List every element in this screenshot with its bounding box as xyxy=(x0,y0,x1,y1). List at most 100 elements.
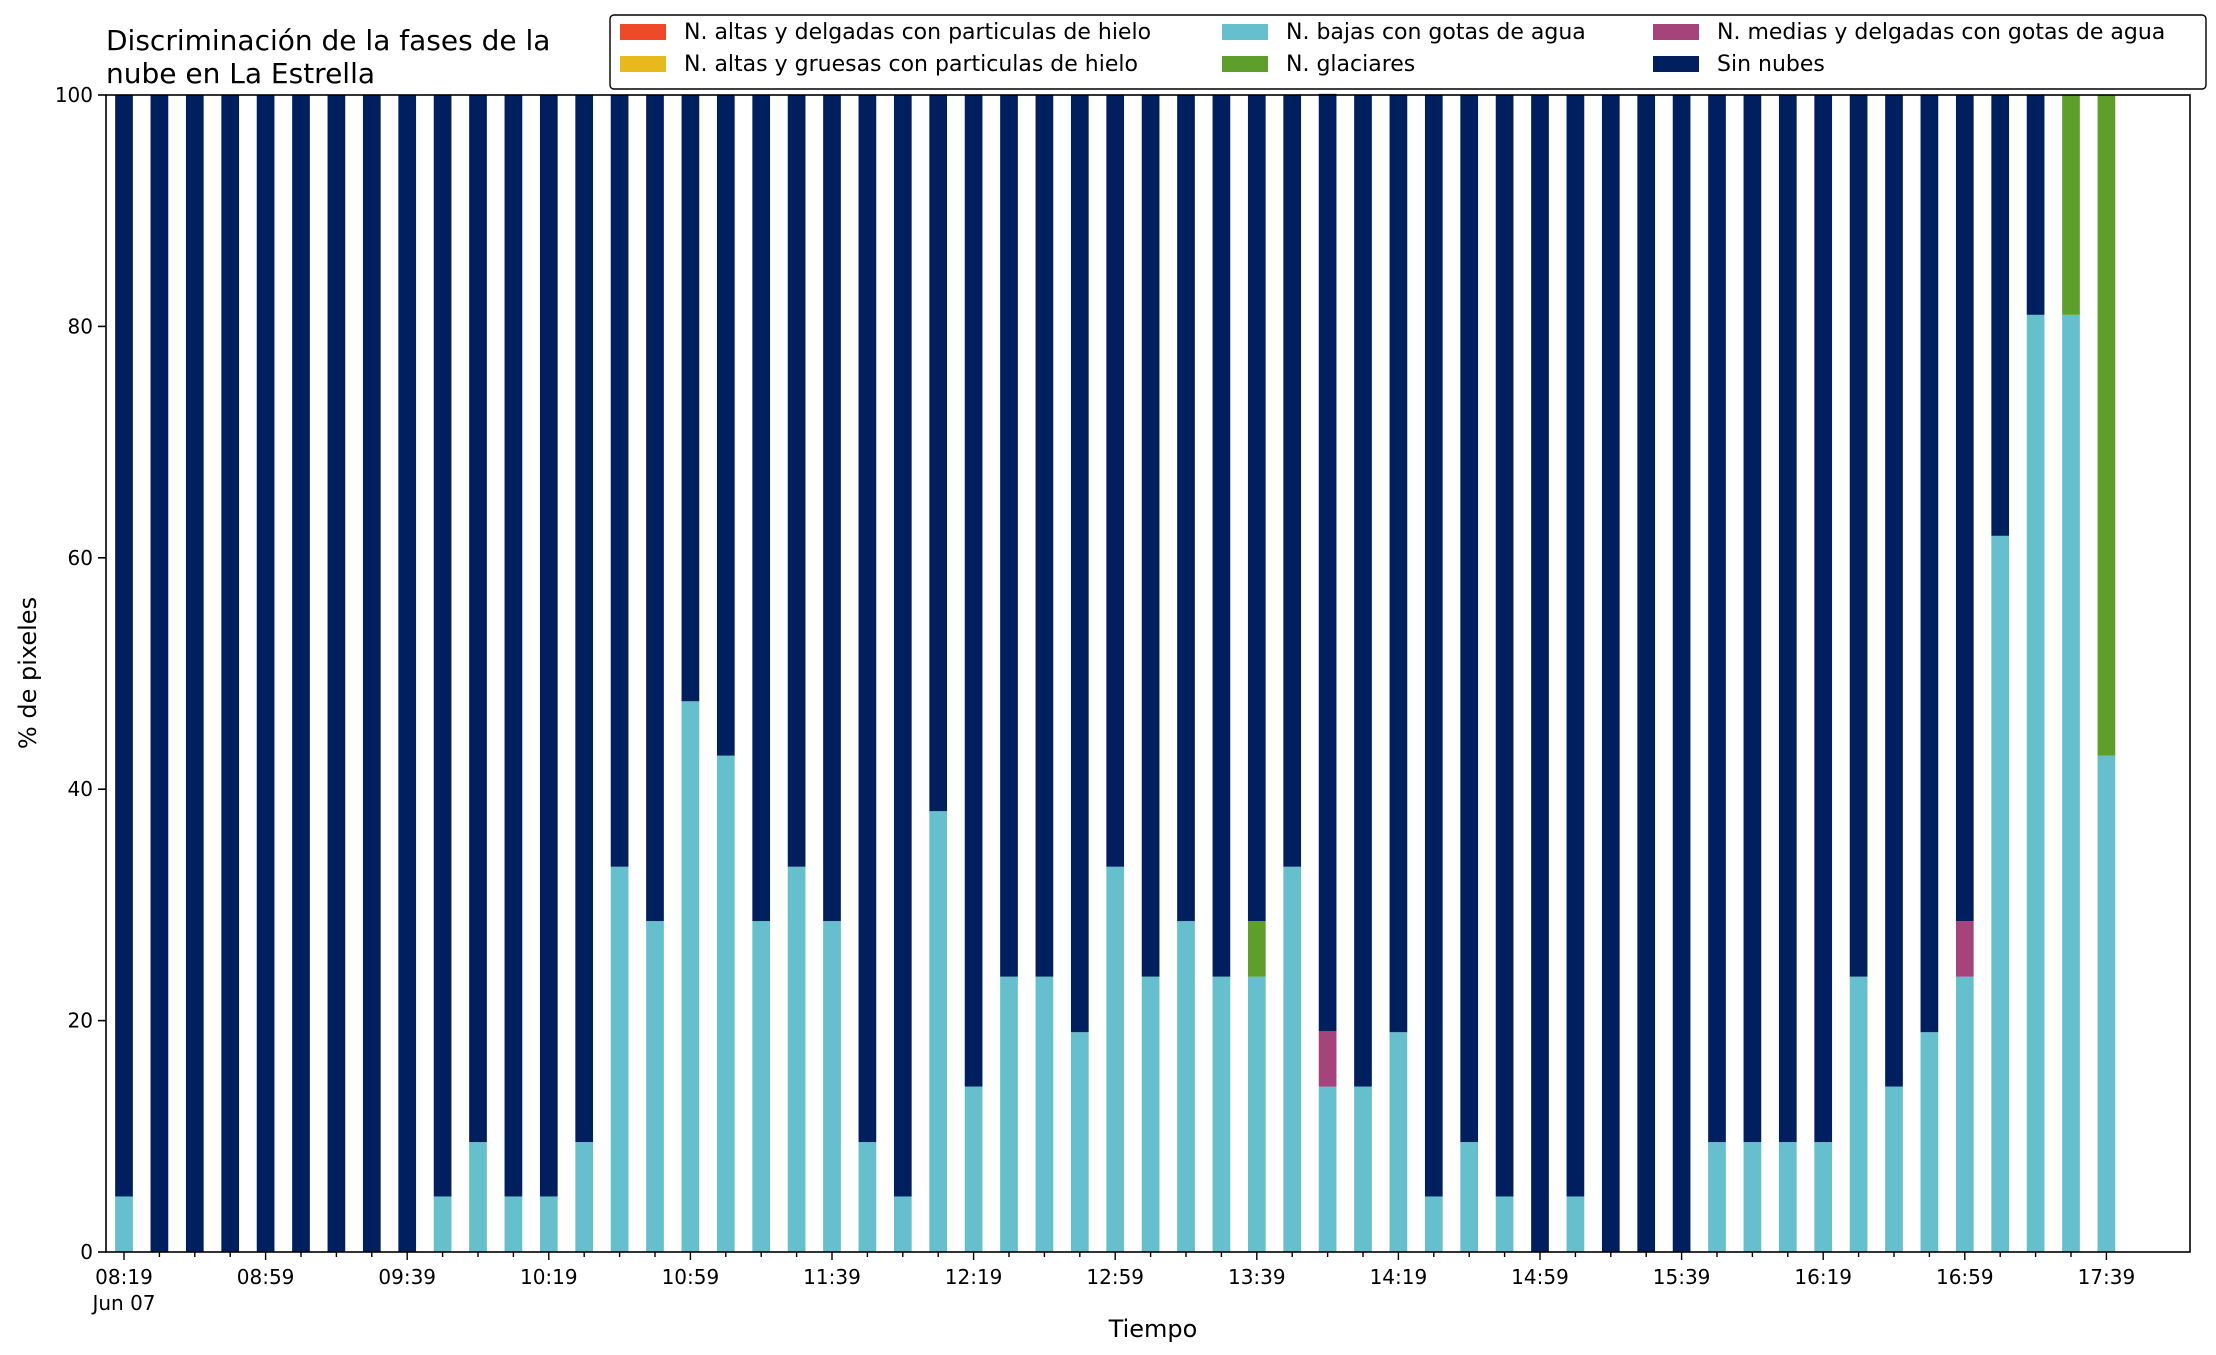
bar-bajas-25 xyxy=(1000,976,1018,1252)
x-tick-label: 12:19 xyxy=(945,1265,1003,1289)
legend-swatch-bajas xyxy=(1222,24,1268,40)
legend-swatch-sin_nubes xyxy=(1653,56,1699,72)
bar-sin_nubes-21 xyxy=(858,95,877,1143)
bar-sin_nubes-34 xyxy=(1318,93,1337,1032)
bar-sin_nubes-27 xyxy=(1070,95,1089,1033)
y-tick-label: 40 xyxy=(68,777,93,801)
bar-sin_nubes-41 xyxy=(1566,95,1585,1197)
x-tick-label: 17:39 xyxy=(2078,1265,2136,1289)
x-date-label: Jun 07 xyxy=(90,1291,155,1315)
bar-glaciares-55 xyxy=(2062,95,2080,315)
bar-bajas-18 xyxy=(752,921,771,1252)
bar-medias-34 xyxy=(1318,1031,1337,1087)
legend-box xyxy=(609,14,2207,90)
bar-bajas-36 xyxy=(1389,1032,1408,1252)
bar-sin_nubes-29 xyxy=(1141,95,1160,977)
bar-sin_nubes-45 xyxy=(1708,95,1726,1143)
bar-bajas-12 xyxy=(539,1196,558,1252)
bar-bajas-19 xyxy=(787,866,806,1252)
bar-sin_nubes-3 xyxy=(221,95,240,1252)
legend-swatch-medias xyxy=(1653,24,1699,40)
x-tick-label: 13:39 xyxy=(1228,1265,1286,1289)
bar-bajas-38 xyxy=(1460,1142,1479,1252)
legend-label-sin_nubes: Sin nubes xyxy=(1717,52,1825,77)
bar-bajas-16 xyxy=(681,701,700,1252)
bar-sin_nubes-50 xyxy=(1885,95,1903,1087)
y-tick-label: 20 xyxy=(68,1009,93,1033)
legend-label-altas_gruesas: N. altas y gruesas con particulas de hie… xyxy=(684,52,1138,77)
bar-bajas-27 xyxy=(1070,1032,1089,1252)
bar-sin_nubes-14 xyxy=(610,95,629,867)
bar-bajas-17 xyxy=(716,755,735,1252)
bar-bajas-31 xyxy=(1212,976,1231,1252)
bar-glaciares-56 xyxy=(2097,95,2116,756)
plot-frame xyxy=(105,94,2191,1253)
bar-bajas-15 xyxy=(646,921,664,1252)
bar-bajas-51 xyxy=(1920,1032,1939,1252)
bar-bajas-11 xyxy=(504,1196,523,1252)
y-tick-label: 0 xyxy=(80,1240,93,1264)
x-tick-label: 12:59 xyxy=(1086,1265,1144,1289)
bar-bajas-48 xyxy=(1814,1142,1833,1252)
bar-sin_nubes-9 xyxy=(433,95,452,1197)
bar-bajas-23 xyxy=(929,811,948,1252)
bar-sin_nubes-18 xyxy=(752,95,771,922)
bar-sin_nubes-24 xyxy=(964,95,983,1087)
bar-sin_nubes-38 xyxy=(1460,95,1479,1143)
x-tick-label: 14:59 xyxy=(1511,1265,1569,1289)
bar-sin_nubes-22 xyxy=(893,95,912,1197)
bar-sin_nubes-48 xyxy=(1814,95,1833,1143)
bar-bajas-33 xyxy=(1283,866,1302,1252)
x-tick-label: 08:19 xyxy=(95,1265,153,1289)
x-tick-label: 14:19 xyxy=(1370,1265,1428,1289)
bar-bajas-9 xyxy=(433,1196,452,1252)
bar-sin_nubes-44 xyxy=(1672,95,1691,1252)
x-tick-label: 10:59 xyxy=(662,1265,720,1289)
bar-bajas-29 xyxy=(1141,976,1160,1252)
bar-sin_nubes-49 xyxy=(1849,95,1868,977)
x-axis: 08:19 08:59 09:39 10:19 10:59 11:39 12:19 12:59… xyxy=(90,1252,2135,1315)
bar-bajas-54 xyxy=(2026,314,2045,1253)
bar-glaciares-32 xyxy=(1247,921,1266,977)
chart-title-line-1: Discriminación de la fases de la xyxy=(106,24,550,57)
x-tick-label: 15:39 xyxy=(1653,1265,1711,1289)
x-tick-label: 16:19 xyxy=(1794,1265,1852,1289)
legend-label-altas_delgadas: N. altas y delgadas con particulas de hi… xyxy=(684,20,1151,45)
bar-sin_nubes-35 xyxy=(1354,95,1372,1087)
bar-sin_nubes-42 xyxy=(1601,95,1620,1252)
bar-sin_nubes-53 xyxy=(1991,95,2010,536)
bar-sin_nubes-46 xyxy=(1743,95,1762,1143)
x-axis-label: Tiempo xyxy=(1108,1315,1198,1343)
bar-bajas-41 xyxy=(1566,1196,1585,1252)
x-tick-label: 16:59 xyxy=(1936,1265,1994,1289)
bar-bajas-45 xyxy=(1708,1142,1726,1252)
bar-sin_nubes-28 xyxy=(1106,95,1125,867)
bar-sin_nubes-47 xyxy=(1778,95,1797,1143)
bar-sin_nubes-33 xyxy=(1283,95,1302,867)
bar-sin_nubes-40 xyxy=(1531,95,1549,1252)
bar-bajas-22 xyxy=(893,1196,912,1252)
bar-sin_nubes-10 xyxy=(469,95,487,1143)
bar-sin_nubes-23 xyxy=(929,95,948,812)
bar-bajas-0 xyxy=(115,1196,133,1252)
bar-bajas-26 xyxy=(1035,976,1054,1252)
bar-bajas-34 xyxy=(1318,1086,1337,1252)
legend-label-bajas: N. bajas con gotas de agua xyxy=(1286,20,1586,45)
bar-medias-52 xyxy=(1955,921,1974,977)
bar-bajas-20 xyxy=(823,921,841,1252)
bar-sin_nubes-51 xyxy=(1920,95,1939,1033)
bar-sin_nubes-0 xyxy=(115,95,133,1197)
bar-bajas-13 xyxy=(575,1142,594,1252)
y-tick-label: 100 xyxy=(55,83,93,107)
legend: N. altas y delgadas con particulas de hi… xyxy=(609,14,2207,90)
bar-sin_nubes-1 xyxy=(150,95,169,1252)
bar-sin_nubes-5 xyxy=(292,95,310,1252)
bar-bajas-56 xyxy=(2097,755,2116,1252)
bar-bajas-55 xyxy=(2062,314,2080,1253)
legend-swatch-glaciares xyxy=(1222,56,1268,72)
bar-sin_nubes-20 xyxy=(823,95,841,922)
bar-bajas-32 xyxy=(1247,976,1266,1252)
bar-sin_nubes-37 xyxy=(1424,95,1443,1197)
bar-sin_nubes-4 xyxy=(256,95,275,1252)
